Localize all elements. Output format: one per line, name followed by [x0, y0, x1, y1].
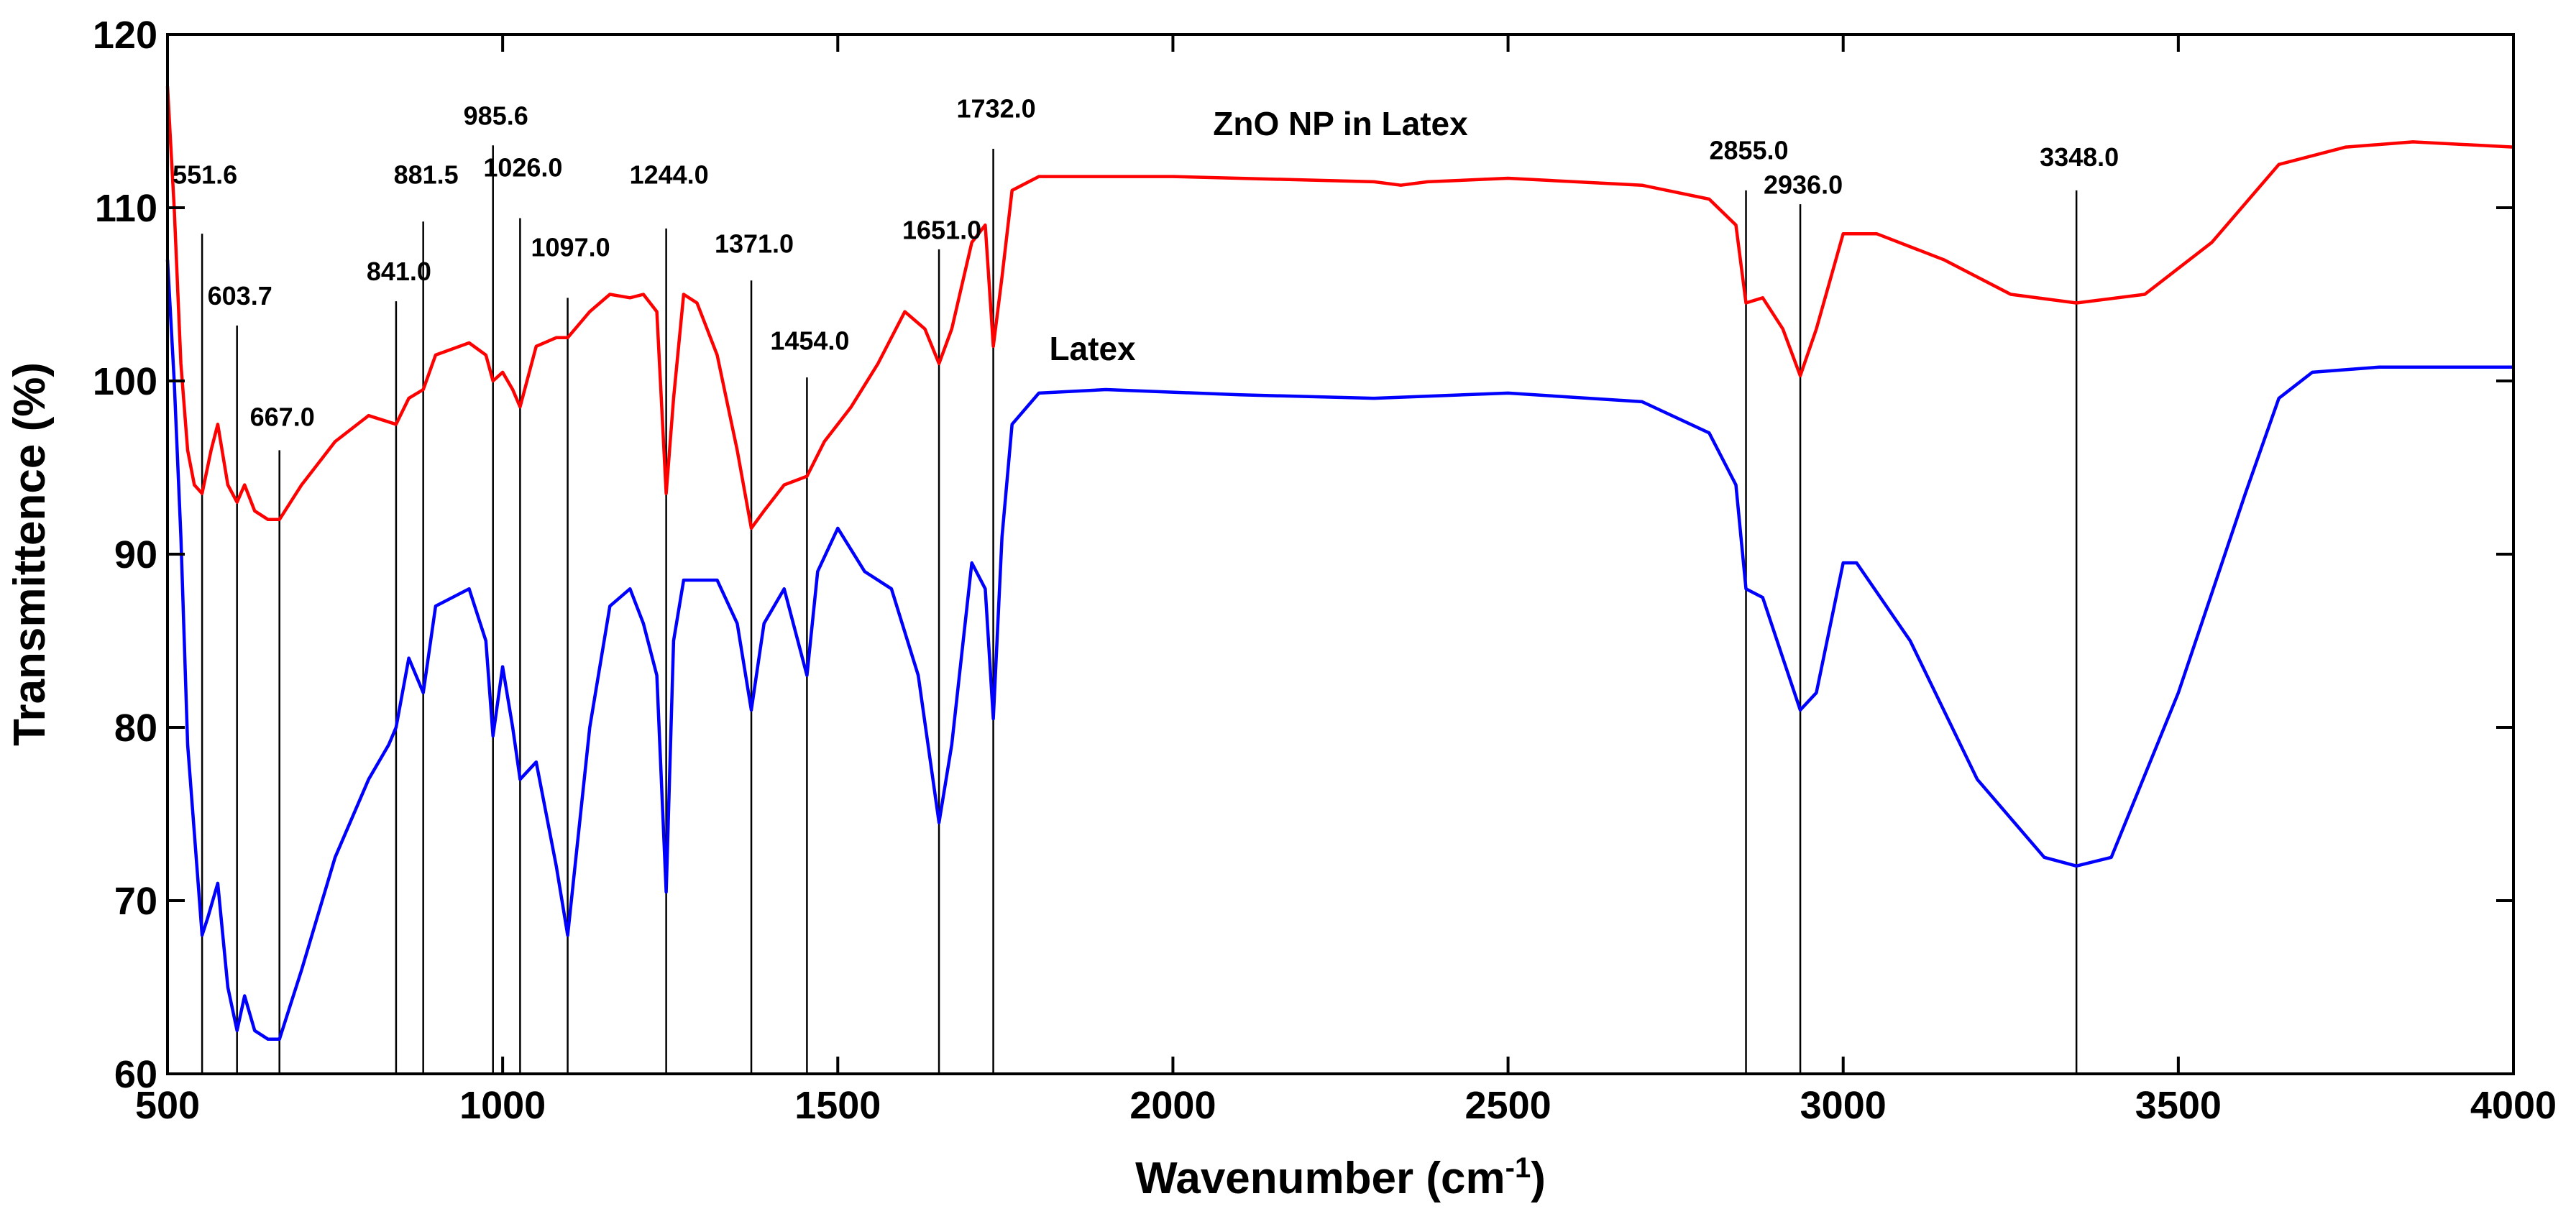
- peak-label: 2855.0: [1709, 136, 1788, 165]
- series-line-zno-np-in-latex: [165, 86, 2514, 530]
- peak-label: 1651.0: [902, 215, 981, 244]
- series-line-latex: [165, 259, 2513, 1041]
- x-tick-label: 2500: [1465, 1084, 1551, 1127]
- labels-layer: 551.6 603.7 667.0 841.0 881.5 985.6 1026.0 1097…: [173, 94, 2119, 432]
- series-label: Latex: [1049, 330, 1136, 367]
- y-tick-label: 80: [114, 707, 157, 750]
- peak-label: 1026.0: [483, 153, 562, 183]
- peak-label: 603.7: [208, 281, 272, 311]
- x-tick-label: 500: [135, 1084, 200, 1127]
- x-axis-title: Wavenumber (cm-1): [1135, 1152, 1546, 1203]
- y-tick-label: 120: [93, 14, 157, 57]
- series-label: ZnO NP in Latex: [1213, 105, 1468, 142]
- x-tick-label: 1000: [459, 1084, 546, 1127]
- peak-label: 2936.0: [1764, 170, 1843, 200]
- peak-label: 3348.0: [2040, 142, 2119, 172]
- x-axis-title-close: ): [1531, 1154, 1546, 1203]
- y-tick-label: 90: [114, 533, 157, 576]
- peak-label: 841.0: [367, 257, 431, 286]
- y-tick-label: 60: [114, 1053, 157, 1096]
- x-axis-title-superscript: -1: [1505, 1152, 1531, 1184]
- peak-label: 1454.0: [770, 326, 849, 356]
- peak-marker-layer: [201, 145, 2078, 1074]
- x-tick-label: 1500: [794, 1084, 881, 1127]
- peak-label: 1097.0: [531, 232, 610, 262]
- y-tick-label: 110: [95, 187, 157, 230]
- peak-label: 985.6: [464, 101, 528, 130]
- peak-label: 551.6: [173, 160, 237, 189]
- x-tick-label: 3000: [1800, 1084, 1887, 1127]
- x-axis-title-main: Wavenumber (cm: [1135, 1154, 1505, 1203]
- peak-label: 1244.0: [630, 160, 709, 189]
- y-axis-title: Transmittence (%): [5, 362, 55, 746]
- peak-label: 1371.0: [715, 229, 794, 259]
- series-layer: [165, 86, 2514, 1041]
- x-tick-label: 2000: [1129, 1084, 1216, 1127]
- peak-label: 1732.0: [957, 94, 1036, 124]
- axes-layer: 500 1000 1500 2000 2500 3000 3500 4000 60 70 80 90 1…: [93, 14, 2557, 1127]
- peak-label: 667.0: [250, 403, 315, 432]
- y-tick-label: 100: [93, 360, 157, 403]
- x-tick-label: 4000: [2470, 1084, 2557, 1127]
- y-tick-label: 70: [114, 880, 157, 923]
- peak-label: 881.5: [394, 160, 459, 189]
- x-tick-label: 3500: [2135, 1084, 2222, 1127]
